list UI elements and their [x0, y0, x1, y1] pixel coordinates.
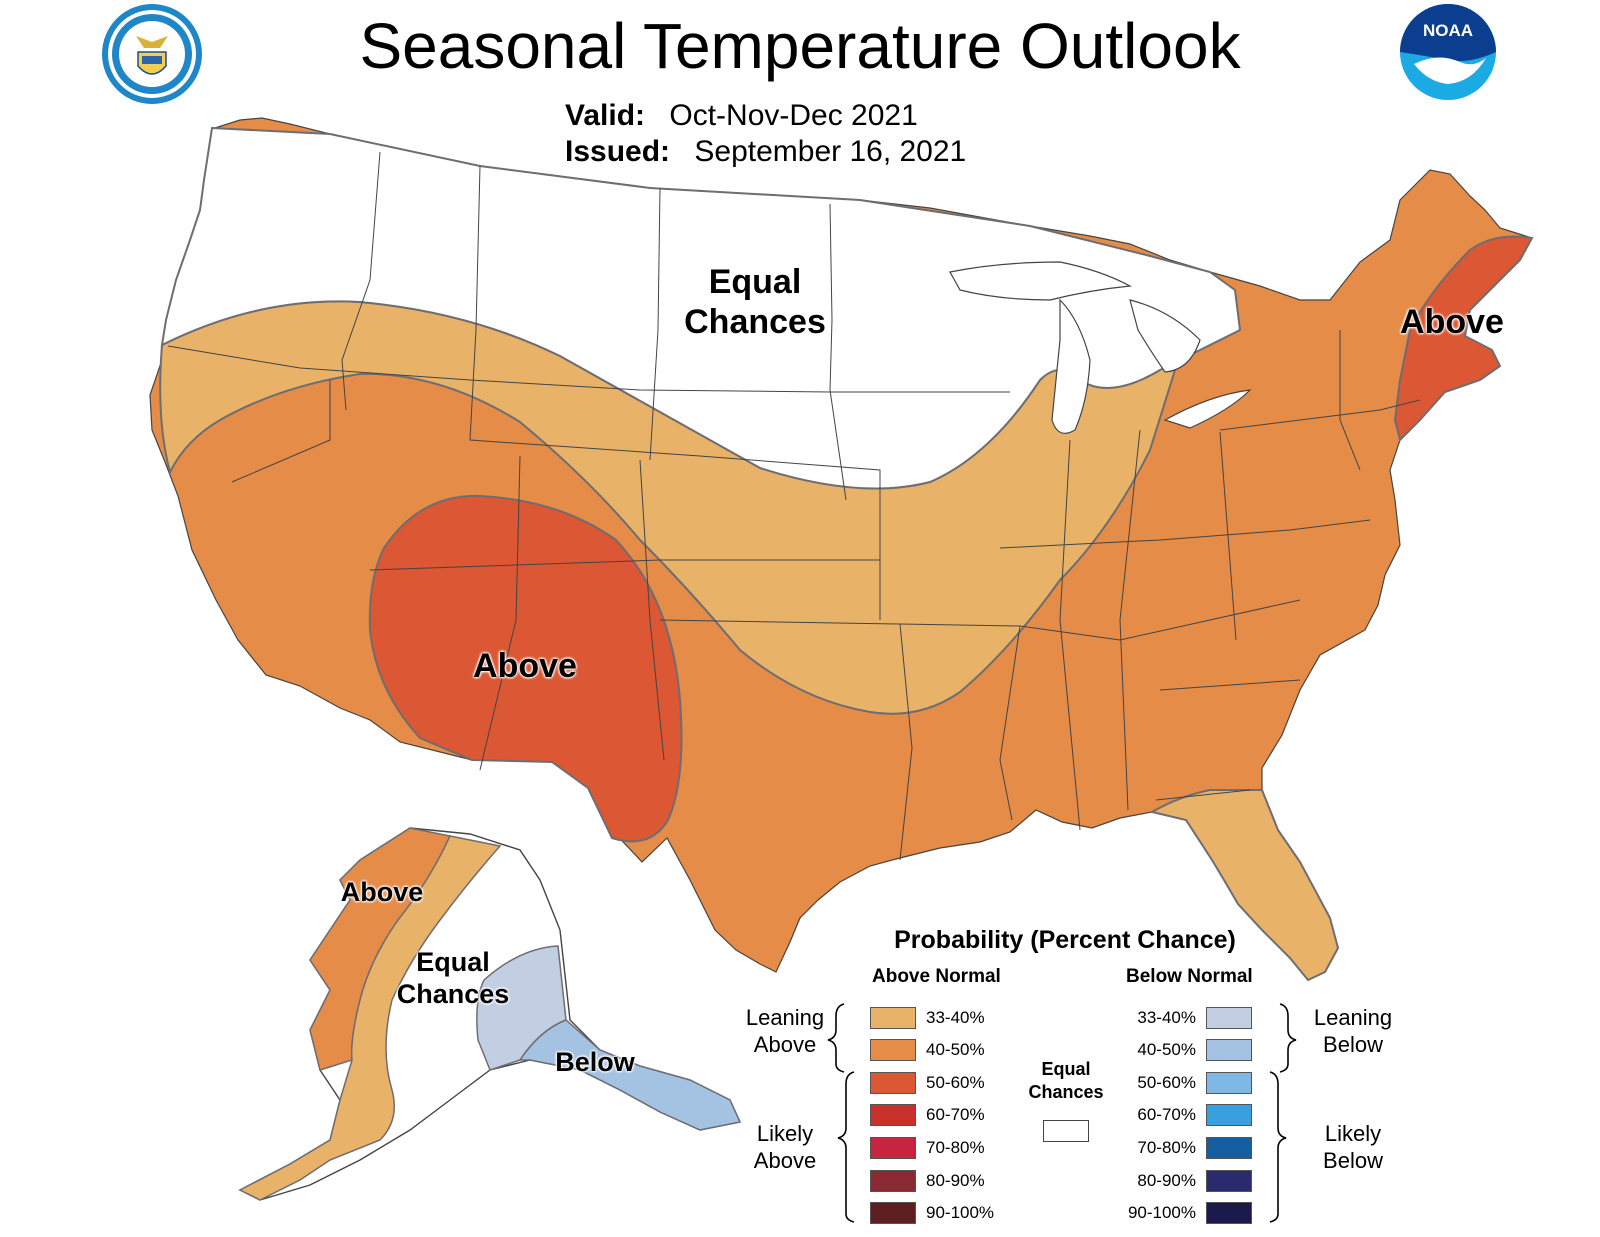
below-legend-swatch [1206, 1169, 1252, 1192]
alaska-equal-chances-line1: Equal [416, 947, 490, 977]
above-legend-label: 80-90% [926, 1170, 985, 1190]
legend-equal-chances-swatch [1043, 1120, 1089, 1142]
below-legend-label: 70-80% [1137, 1137, 1196, 1157]
conus-equal-chances-label: Equal Chances [660, 262, 850, 342]
below-legend-row: 90-100% [1116, 1200, 1252, 1226]
noaa-logo: NOAA [1400, 4, 1496, 100]
below-legend-swatch [1206, 1071, 1252, 1094]
northeast-above-50-60-region [1393, 235, 1534, 442]
below-legend-swatch [1206, 1006, 1252, 1029]
below-legend-label: 80-90% [1137, 1170, 1196, 1190]
above-legend-swatch [870, 1202, 916, 1225]
above-legend-swatch [870, 1169, 916, 1192]
likely-below-line2: Below [1323, 1148, 1383, 1173]
above-legend-label: 40-50% [926, 1040, 985, 1060]
valid-line: Valid: Oct-Nov-Dec 2021 [565, 98, 918, 134]
below-legend-swatch [1206, 1202, 1252, 1225]
legend-below-header: Below Normal [1126, 966, 1253, 987]
below-legend-row: 60-70% [1116, 1102, 1252, 1128]
below-legend-swatch [1206, 1039, 1252, 1062]
above-legend-row: 90-100% [870, 1200, 1006, 1226]
conus-equal-chances-line1: Equal [708, 263, 802, 301]
above-legend-row: 70-80% [870, 1134, 1006, 1160]
lake-huron-erie [1129, 299, 1252, 429]
legend-likely-above-label: Likely Above [730, 1120, 840, 1174]
noaa-logo-text: NOAA [1423, 21, 1473, 40]
state-boundaries [167, 151, 1421, 861]
issued-value: September 16, 2021 [694, 135, 967, 168]
above-legend-label: 90-100% [926, 1203, 995, 1223]
below-legend-row: 80-90% [1116, 1167, 1252, 1193]
commerce-seal-logo [102, 4, 202, 104]
above-legend-row: 50-60% [870, 1069, 1006, 1095]
below-legend-label: 40-50% [1137, 1040, 1196, 1060]
lake-superior [949, 261, 1133, 301]
legend-leaning-below-label: Leaning Below [1298, 1004, 1408, 1058]
valid-label: Valid: [565, 99, 646, 132]
above-legend-swatch [870, 1039, 916, 1062]
issued-label: Issued: [565, 135, 671, 168]
below-legend-label: 50-60% [1137, 1072, 1196, 1092]
conus-equal-chances-line2: Chances [684, 303, 826, 341]
above-legend-label: 33-40% [926, 1007, 985, 1027]
below-legend-swatch [1206, 1104, 1252, 1127]
above-legend-label: 70-80% [926, 1137, 985, 1157]
above-legend-row: 33-40% [870, 1004, 1006, 1030]
alaska-below-40-50-region [518, 1019, 742, 1131]
northeast-above-label: Above [1400, 303, 1504, 341]
above-legend-label: 60-70% [926, 1105, 985, 1125]
above-legend-swatch [870, 1136, 916, 1159]
below-legend-row: 70-80% [1116, 1134, 1252, 1160]
alaska-equal-chances-line2: Chances [396, 979, 510, 1009]
equal-chances-line2: Chances [1028, 1082, 1104, 1102]
legend-above-header: Above Normal [872, 966, 1001, 987]
leaning-above-line2: Above [753, 1032, 817, 1057]
alaska-equal-chances-label: Equal Chances [380, 946, 526, 1010]
alaska-above-label: Above [340, 877, 424, 907]
above-legend-row: 80-90% [870, 1167, 1006, 1193]
above-legend-row: 40-50% [870, 1037, 1006, 1063]
below-legend-row: 50-60% [1116, 1069, 1252, 1095]
legend-equal-chances-label: Equal Chances [1016, 1058, 1116, 1104]
legend-likely-below-label: Likely Below [1298, 1120, 1408, 1174]
southwest-above-50-60-region [368, 494, 683, 843]
below-legend-label: 90-100% [1127, 1203, 1196, 1223]
issued-line: Issued: September 16, 2021 [565, 134, 966, 170]
legend-title: Probability (Percent Chance) [894, 926, 1236, 954]
leaning-above-line1: Leaning [745, 1005, 825, 1030]
lake-michigan [1051, 298, 1091, 434]
southwest-above-label: Above [473, 647, 577, 685]
below-legend-row: 33-40% [1116, 1004, 1252, 1030]
below-legend-label: 60-70% [1137, 1105, 1196, 1125]
likely-above-line1: Likely [756, 1121, 814, 1146]
leaning-below-line1: Leaning [1313, 1005, 1393, 1030]
likely-below-line1: Likely [1324, 1121, 1382, 1146]
leaning-below-line2: Below [1323, 1032, 1383, 1057]
above-legend-swatch [870, 1104, 916, 1127]
above-legend-swatch [870, 1006, 916, 1029]
below-legend-row: 40-50% [1116, 1037, 1252, 1063]
page-title: Seasonal Temperature Outlook [359, 10, 1241, 82]
below-legend-label: 33-40% [1137, 1007, 1196, 1027]
valid-value: Oct-Nov-Dec 2021 [669, 99, 918, 132]
conus-equal-chances-region [160, 126, 1242, 490]
alaska-below-label: Below [555, 1047, 635, 1077]
florida-above-33-40-region [1149, 789, 1340, 982]
above-legend-row: 60-70% [870, 1102, 1006, 1128]
likely-above-line2: Above [753, 1148, 817, 1173]
below-legend-swatch [1206, 1136, 1252, 1159]
alaska-above-33-40-region [238, 835, 502, 1201]
above-legend-swatch [870, 1071, 916, 1094]
equal-chances-line1: Equal [1041, 1059, 1091, 1079]
above-legend-label: 50-60% [926, 1072, 985, 1092]
legend-leaning-above-label: Leaning Above [730, 1004, 840, 1058]
